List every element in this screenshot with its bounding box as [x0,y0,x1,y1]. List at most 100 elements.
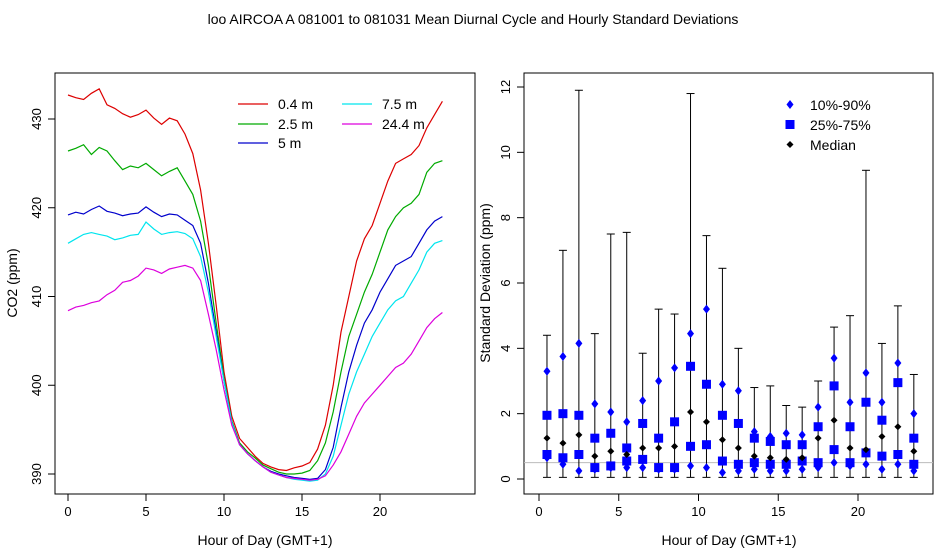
left-x-tick-label: 15 [295,504,309,519]
median-marker [766,454,774,462]
median-marker [782,455,790,463]
right-y-tick-label: 8 [498,214,513,221]
median-marker [862,446,870,454]
series-line-0-4-m [67,87,443,472]
p25-p75-square [909,433,919,443]
p10-p90-diamond [894,459,902,469]
p25-p75-square [829,445,839,455]
p10-p90-diamond [718,467,726,477]
median-marker [814,434,822,442]
left-plot-frame [54,72,476,495]
p25-p75-square [845,458,855,468]
right-y-tick-label: 0 [498,475,513,482]
median-marker [798,454,806,462]
p10-p90-diamond [702,304,710,314]
p25-p75-square [781,440,791,450]
p25-p75-square [558,453,568,463]
p25-p75-square [574,410,584,420]
p10-p90-diamond [878,397,886,407]
p10-p90-diamond [830,458,838,468]
p10-p90-diamond [862,459,870,469]
p10-p90-diamond [782,428,790,438]
p25-p75-square [670,417,680,427]
p25-p75-square [733,459,743,469]
median-marker [591,452,599,460]
median-marker [734,444,742,452]
p25-p75-square [813,422,823,432]
p25-p75-square [765,436,775,446]
median-marker [894,423,902,431]
p25-p75-square [733,418,743,428]
p10-p90-diamond [639,396,647,406]
right-y-axis-label: Standard Deviation (ppm) [477,203,493,363]
right-x-tick-label: 5 [615,504,622,519]
median-marker [750,452,758,460]
p25-p75-square [797,440,807,450]
median-marker [830,416,838,424]
left-x-tick-label: 20 [373,504,387,519]
p25-p75-square [542,410,552,420]
p10-p90-diamond [607,407,615,417]
right-y-tick-label: 6 [498,279,513,286]
p25-p75-square [590,463,600,473]
median-marker [543,434,551,442]
p10-p90-diamond [798,430,806,440]
median-marker [671,442,679,450]
series-line-5-m [67,205,443,480]
left-y-tick-label: 410 [29,286,44,308]
p25-p75-square [717,456,727,466]
median-marker [575,431,583,439]
left-y-tick-label: 420 [29,197,44,219]
p25-p75-square [749,458,759,468]
p10-p90-diamond [814,402,822,412]
p10-p90-diamond [639,463,647,473]
p25-p75-square [606,428,616,438]
series-line-7-5-m [67,221,443,482]
median-marker [910,447,918,455]
p25-p75-square [717,410,727,420]
left-x-tick-label: 5 [142,504,149,519]
median-marker [718,436,726,444]
p25-p75-square [861,397,871,407]
median-marker [702,418,710,426]
series-line-24-4-m [67,264,443,481]
p25-p75-square [590,433,600,443]
p10-p90-diamond [862,368,870,378]
p25-p75-square [574,450,584,459]
median-marker [878,433,886,441]
p10-p90-diamond [623,417,631,427]
p25-p75-square [606,461,616,471]
p25-p75-square [701,440,711,450]
p10-p90-diamond [687,329,695,339]
p10-p90-diamond [718,379,726,389]
left-y-axis-label: CO2 (ppm) [4,248,20,317]
p10-p90-diamond [559,352,567,361]
series-line-2-5-m [67,143,443,475]
p10-p90-diamond [591,399,599,409]
p10-p90-diamond [687,461,695,471]
p10-p90-diamond [671,363,679,373]
right-plot-frame [523,72,934,495]
p25-p75-square [654,463,664,473]
median-marker [687,408,695,416]
p25-p75-square [829,381,839,391]
p10-p90-diamond [910,409,918,419]
legend-median-icon [786,141,794,148]
p25-p75-square [765,459,775,469]
left-x-tick-label: 10 [217,504,231,519]
legend-diamond-icon [786,100,794,109]
legend-square-icon [785,120,795,129]
p25-p75-square [558,409,568,419]
median-marker [639,444,647,452]
left-chart: 0 5 10 15 20 390 400 410 420 430 Hour of Day (GMT+… [4,72,476,548]
figure-title: loo AIRCOA A 081001 to 081031 Mean Diurn… [208,11,739,27]
median-marker [655,444,663,452]
right-y-tick-label: 12 [498,80,513,94]
p25-p75-square [622,443,632,453]
p10-p90-diamond [575,338,583,348]
p10-p90-diamond [798,464,806,474]
legend-label: 25%-75% [810,117,871,133]
left-y-tick-label: 400 [29,374,44,396]
p10-p90-diamond [543,366,551,376]
